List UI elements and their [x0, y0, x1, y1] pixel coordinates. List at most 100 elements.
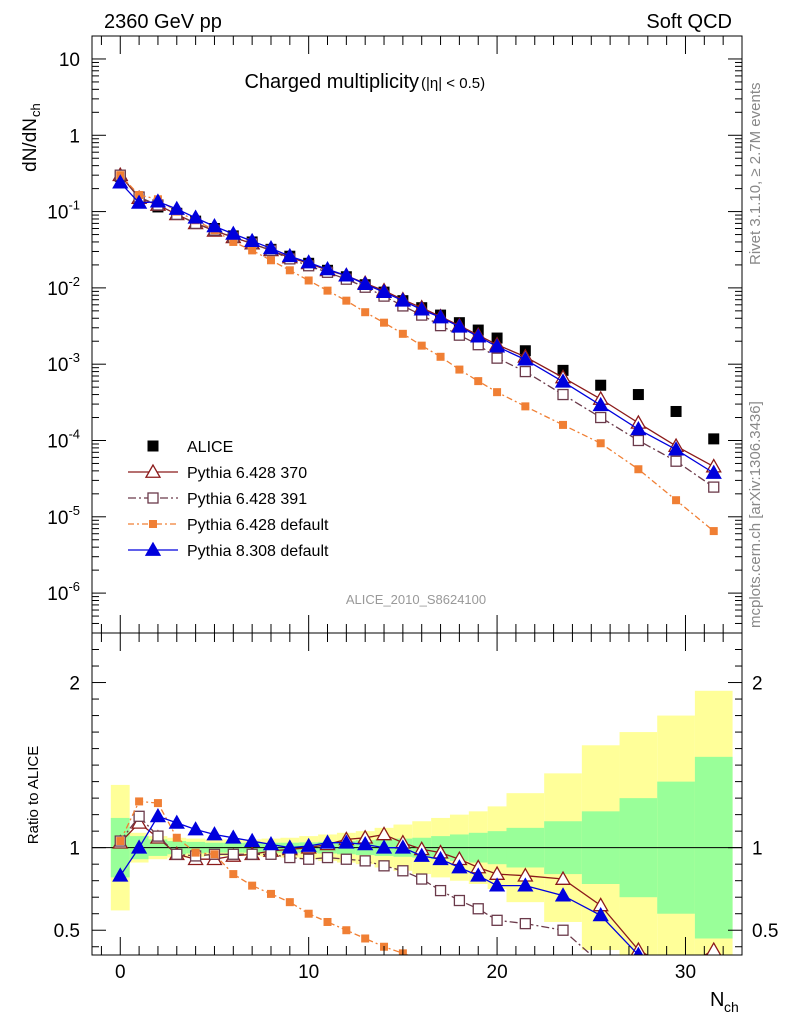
top-x-ticks — [100, 36, 743, 633]
ratio-point-py8 — [112, 867, 129, 882]
point-py8 — [470, 328, 487, 343]
point-py8 — [168, 200, 185, 215]
point-data — [708, 433, 720, 445]
legend-label: Pythia 6.428 391 — [187, 491, 307, 508]
point-py8 — [630, 421, 647, 436]
ratio-point-py8 — [470, 867, 487, 882]
top-y-tick-label: 10-2 — [47, 274, 80, 300]
ratio-y-tick-label: 2 — [69, 674, 80, 695]
point-py8 — [281, 247, 298, 263]
ratio-point-py391 — [227, 848, 239, 860]
point-py8 — [432, 309, 449, 324]
ratio-point-py370 — [130, 814, 148, 829]
ratio-point-pydefault — [418, 956, 426, 964]
ratio-y-label: Ratio to ALICE — [25, 746, 42, 844]
ratio-point-py8 — [281, 839, 298, 854]
ratio-point-py391 — [557, 924, 569, 936]
ratio-point-py8 — [300, 837, 317, 852]
point-pydefault — [493, 388, 502, 397]
ratio-point-py370 — [706, 941, 722, 955]
point-pydefault — [436, 352, 445, 361]
point-py8 — [300, 254, 317, 269]
point-py8 — [451, 318, 468, 333]
ratio-point-pydefault — [455, 968, 463, 976]
point-py391 — [519, 365, 531, 378]
ratio-point-py8 — [432, 850, 449, 866]
ratio-point-py391 — [519, 917, 531, 930]
ratio-point-py8 — [206, 826, 223, 841]
point-pydefault — [304, 276, 313, 285]
ratio-point-py8 — [319, 834, 336, 849]
legend-label: Pythia 8.308 default — [187, 543, 329, 560]
ratio-point-py8 — [149, 807, 167, 823]
point-py391 — [708, 481, 720, 493]
legend-entry-py391: Pythia 6.428 391 — [128, 491, 307, 508]
ratio-panel: 0.5 0.5 1 1 2 2 0 10 20 30 Ratio to ALICE N ch — [25, 632, 778, 1015]
ratio-point-py391 — [340, 853, 352, 865]
legend-marker — [147, 440, 159, 452]
ratio-point-py391 — [491, 914, 503, 926]
point-py8 — [394, 292, 411, 307]
top-y-tick-label: 10-5 — [47, 503, 80, 529]
legend-label: Pythia 6.428 default — [187, 517, 329, 534]
point-py8 — [488, 338, 506, 353]
series-line-py370 — [119, 174, 715, 468]
x-tick-label: 20 — [487, 962, 508, 983]
ratio-point-pydefault — [361, 934, 370, 943]
point-pydefault — [521, 402, 530, 411]
ratio-point-pydefault — [248, 881, 257, 890]
point-pydefault — [672, 496, 681, 505]
ratio-point-py8 — [713, 954, 714, 955]
point-py8 — [244, 232, 261, 248]
ratio-point-py8 — [225, 829, 242, 844]
ratio-point-py391 — [321, 851, 334, 864]
point-py8 — [375, 283, 393, 299]
ratio-point-pydefault — [210, 850, 219, 859]
point-pydefault — [596, 439, 605, 448]
legend-entry-data: ALICE — [147, 439, 233, 456]
ratio-point-py8 — [357, 836, 374, 851]
ratio-point-pydefault — [634, 992, 642, 1000]
point-py8 — [413, 301, 430, 316]
ratio-point-py8 — [451, 859, 468, 874]
ratio-point-pydefault — [116, 837, 125, 846]
ratio-point-pydefault — [153, 799, 162, 808]
top-y-label-main: dN/dN — [20, 118, 41, 172]
point-py391 — [670, 455, 682, 467]
point-py391 — [632, 434, 645, 447]
top-y-tick-label: 10 — [59, 50, 80, 71]
x-tick-label: 10 — [298, 962, 319, 983]
ratio-point-py8 — [187, 821, 204, 836]
ratio-point-pydefault — [191, 848, 200, 857]
ratio-point-pydefault — [266, 889, 275, 898]
ratio-point-pydefault — [229, 870, 238, 879]
legend-marker — [147, 492, 159, 504]
top-y-tick-label: 10-3 — [47, 350, 80, 376]
ratio-point-pydefault — [559, 982, 567, 990]
ratio-point-py391 — [265, 848, 277, 860]
point-py391 — [491, 352, 503, 364]
ratio-point-pydefault — [474, 972, 482, 980]
analysis-watermark: ALICE_2010_S8624100 — [346, 592, 486, 607]
point-pydefault — [323, 286, 332, 295]
point-py8 — [667, 441, 685, 456]
rivet-label: Rivet 3.1.10, ≥ 2.7M events — [747, 83, 764, 266]
ratio-point-pydefault — [437, 961, 445, 969]
ratio-point-py391 — [397, 865, 409, 877]
ratio-point-pydefault — [342, 926, 351, 935]
ratio-point-py8 — [592, 907, 609, 922]
legend-entry-pydefault: Pythia 6.428 default — [128, 517, 329, 534]
point-pydefault — [417, 341, 426, 350]
ratio-point-py391 — [284, 851, 296, 864]
x-tick-label: 30 — [675, 962, 696, 983]
ratio-y-tick-label-right: 0.5 — [752, 921, 778, 942]
top-plot-area — [112, 166, 722, 536]
point-pydefault — [361, 308, 370, 317]
ratio-point-pydefault — [135, 797, 144, 806]
ratio-point-py391 — [152, 830, 164, 842]
legend-marker — [144, 541, 162, 556]
point-pydefault — [266, 256, 275, 265]
top-y-axis: 10-6 10-5 10-4 10-3 10-2 10-1 1 10 — [47, 35, 742, 634]
ratio-x-axis: 0 10 20 30 — [100, 633, 743, 983]
ratio-point-py8 — [262, 836, 280, 851]
